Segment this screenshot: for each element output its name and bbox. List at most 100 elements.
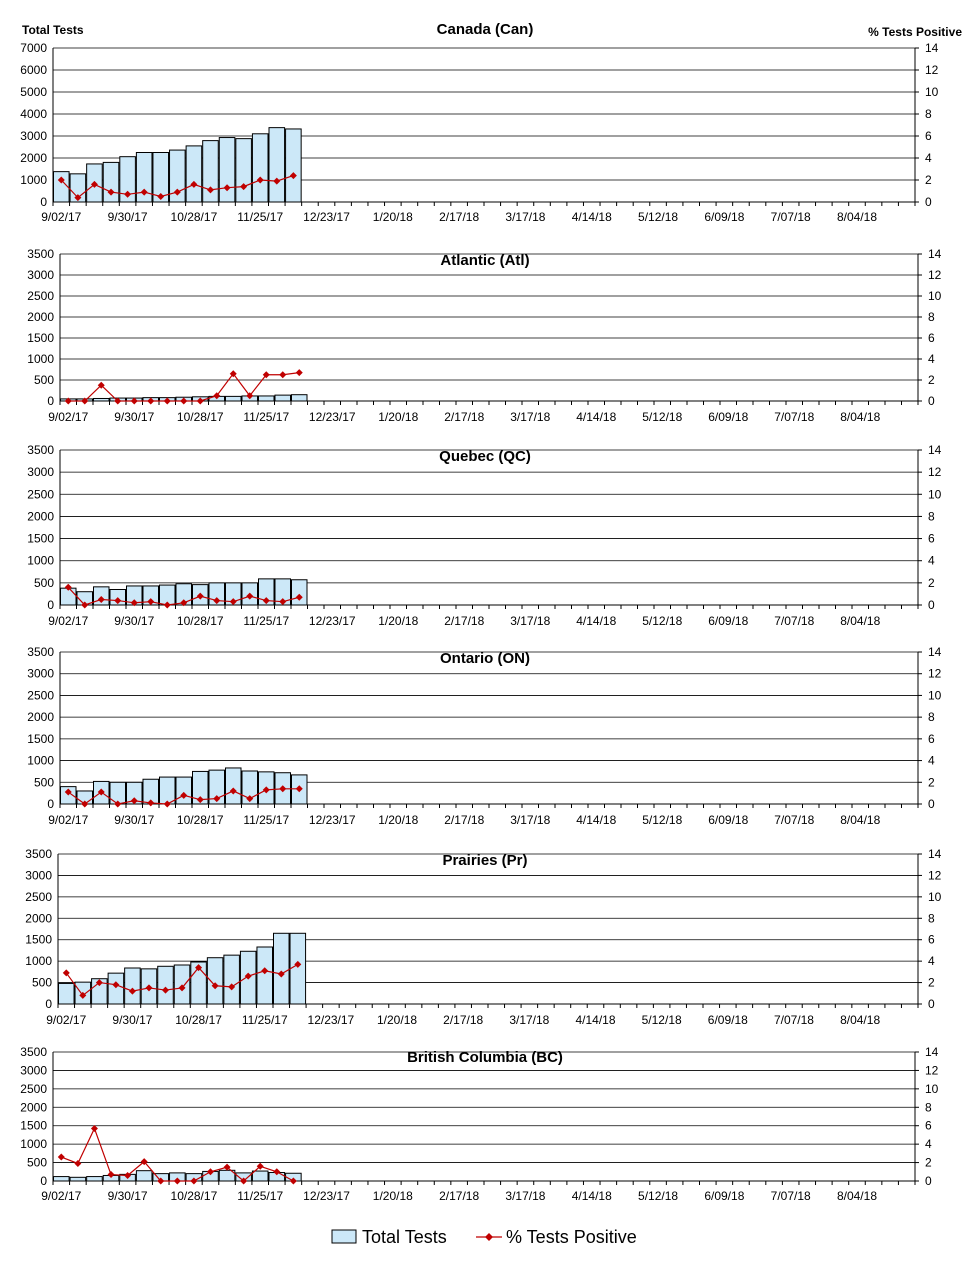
x-tick-label: 9/30/17	[114, 410, 154, 424]
x-tick-label: 1/20/18	[378, 813, 418, 827]
bar	[285, 128, 302, 203]
x-tick-label: 6/09/18	[704, 1189, 744, 1203]
positive-point	[147, 397, 155, 405]
bar	[175, 776, 192, 805]
positive-point	[147, 598, 155, 606]
x-tick-label: 1/20/18	[373, 1189, 413, 1203]
y2-tick-label: 12	[925, 63, 939, 77]
y-tick-label: 1500	[20, 1119, 47, 1133]
chart-2: 0 500 1000 1500 2000 2500 3000 3500 0 2 4 6 8 10 12 14 9…	[27, 443, 941, 628]
positive-point	[145, 984, 153, 992]
chart-3: 0 500 1000 1500 2000 2500 3000 3500 0 2 4 6 8 10 12 14 9…	[27, 645, 941, 827]
positive-point	[130, 397, 138, 405]
positive-point	[229, 787, 237, 795]
x-tick-label: 5/12/18	[638, 1189, 678, 1203]
bar	[159, 776, 176, 805]
positive-point	[213, 392, 221, 400]
positive-point	[206, 186, 214, 194]
positive-point	[256, 1162, 264, 1170]
x-tick-label: 8/04/18	[840, 410, 880, 424]
x-tick-label: 6/09/18	[708, 813, 748, 827]
positive-point	[81, 397, 89, 405]
y2-tick-label: 4	[925, 151, 932, 165]
positive-point	[295, 369, 303, 377]
positive-point	[289, 1177, 297, 1185]
y2-tick-label: 8	[928, 509, 935, 523]
y-tick-label: 2500	[27, 688, 54, 702]
x-tick-label: 2/17/18	[439, 1189, 479, 1203]
chart-title: British Columbia (BC)	[407, 1049, 563, 1066]
y-tick-label: 3500	[27, 645, 54, 659]
y2-tick-label: 4	[925, 1137, 932, 1151]
x-tick-label: 1/20/18	[377, 1013, 417, 1027]
x-tick-label: 7/07/18	[771, 210, 811, 224]
positive-point	[273, 177, 281, 185]
positive-point	[228, 983, 236, 991]
y2-tick-label: 14	[928, 847, 942, 861]
x-tick-label: 7/07/18	[774, 813, 814, 827]
bar	[218, 137, 236, 203]
x-tick-label: 9/30/17	[114, 813, 154, 827]
y-tick-label: 3000	[25, 868, 52, 882]
x-tick-label: 11/25/17	[243, 614, 289, 628]
positive-point	[196, 592, 204, 600]
bar	[251, 133, 269, 203]
y-tick-label: 2000	[27, 509, 54, 523]
positive-point	[163, 397, 171, 405]
y-tick-label: 3500	[20, 1045, 47, 1059]
x-tick-label: 4/14/18	[576, 410, 616, 424]
y2-tick-label: 8	[928, 310, 935, 324]
y2-tick-label: 14	[925, 41, 939, 55]
x-tick-label: 8/04/18	[837, 1189, 877, 1203]
positive-point	[79, 991, 87, 999]
y-tick-label: 2500	[25, 890, 52, 904]
bar	[107, 972, 125, 1005]
positive-point	[74, 194, 82, 202]
x-tick-label: 10/28/17	[171, 1189, 218, 1203]
y2-tick-label: 4	[928, 954, 935, 968]
y2-tick-label: 6	[928, 532, 935, 546]
bar	[256, 946, 274, 1005]
y-tick-label: 5000	[20, 85, 47, 99]
positive-point	[114, 800, 122, 808]
y2-tick-label: 12	[928, 268, 942, 282]
bar	[274, 394, 291, 402]
positive-point	[190, 180, 198, 188]
x-tick-label: 6/09/18	[708, 410, 748, 424]
x-tick-label: 9/30/17	[108, 210, 148, 224]
y-tick-label: 0	[47, 797, 54, 811]
x-tick-label: 10/28/17	[177, 614, 224, 628]
positive-point	[223, 1163, 231, 1171]
positive-point	[81, 800, 89, 808]
positive-point	[97, 595, 105, 603]
x-tick-label: 5/12/18	[642, 614, 682, 628]
x-tick-label: 6/09/18	[704, 210, 744, 224]
x-tick-label: 4/14/18	[576, 813, 616, 827]
positive-point	[240, 1177, 248, 1185]
x-tick-label: 12/23/17	[303, 1189, 350, 1203]
positive-point	[64, 397, 72, 405]
positive-point	[279, 598, 287, 606]
positive-point	[262, 786, 270, 794]
y-tick-label: 2500	[27, 289, 54, 303]
y-tick-label: 7000	[20, 41, 47, 55]
bar	[135, 152, 153, 203]
positive-point	[81, 601, 89, 609]
x-tick-label: 7/07/18	[774, 1013, 814, 1027]
x-tick-label: 12/23/17	[309, 614, 356, 628]
bar	[135, 1170, 153, 1182]
positive-point	[114, 597, 122, 605]
y2-axis-label: % Tests Positive	[868, 25, 962, 39]
y-tick-label: 1500	[25, 933, 52, 947]
x-tick-label: 2/17/18	[444, 410, 484, 424]
positive-point	[112, 981, 120, 989]
y2-tick-label: 14	[928, 443, 942, 457]
x-tick-label: 8/04/18	[837, 210, 877, 224]
x-tick-label: 5/12/18	[638, 210, 678, 224]
x-tick-label: 7/07/18	[771, 1189, 811, 1203]
positive-point	[256, 176, 264, 184]
x-tick-label: 9/30/17	[112, 1013, 152, 1027]
x-tick-label: 9/30/17	[114, 614, 154, 628]
bar	[202, 140, 219, 203]
positive-point	[229, 370, 237, 378]
